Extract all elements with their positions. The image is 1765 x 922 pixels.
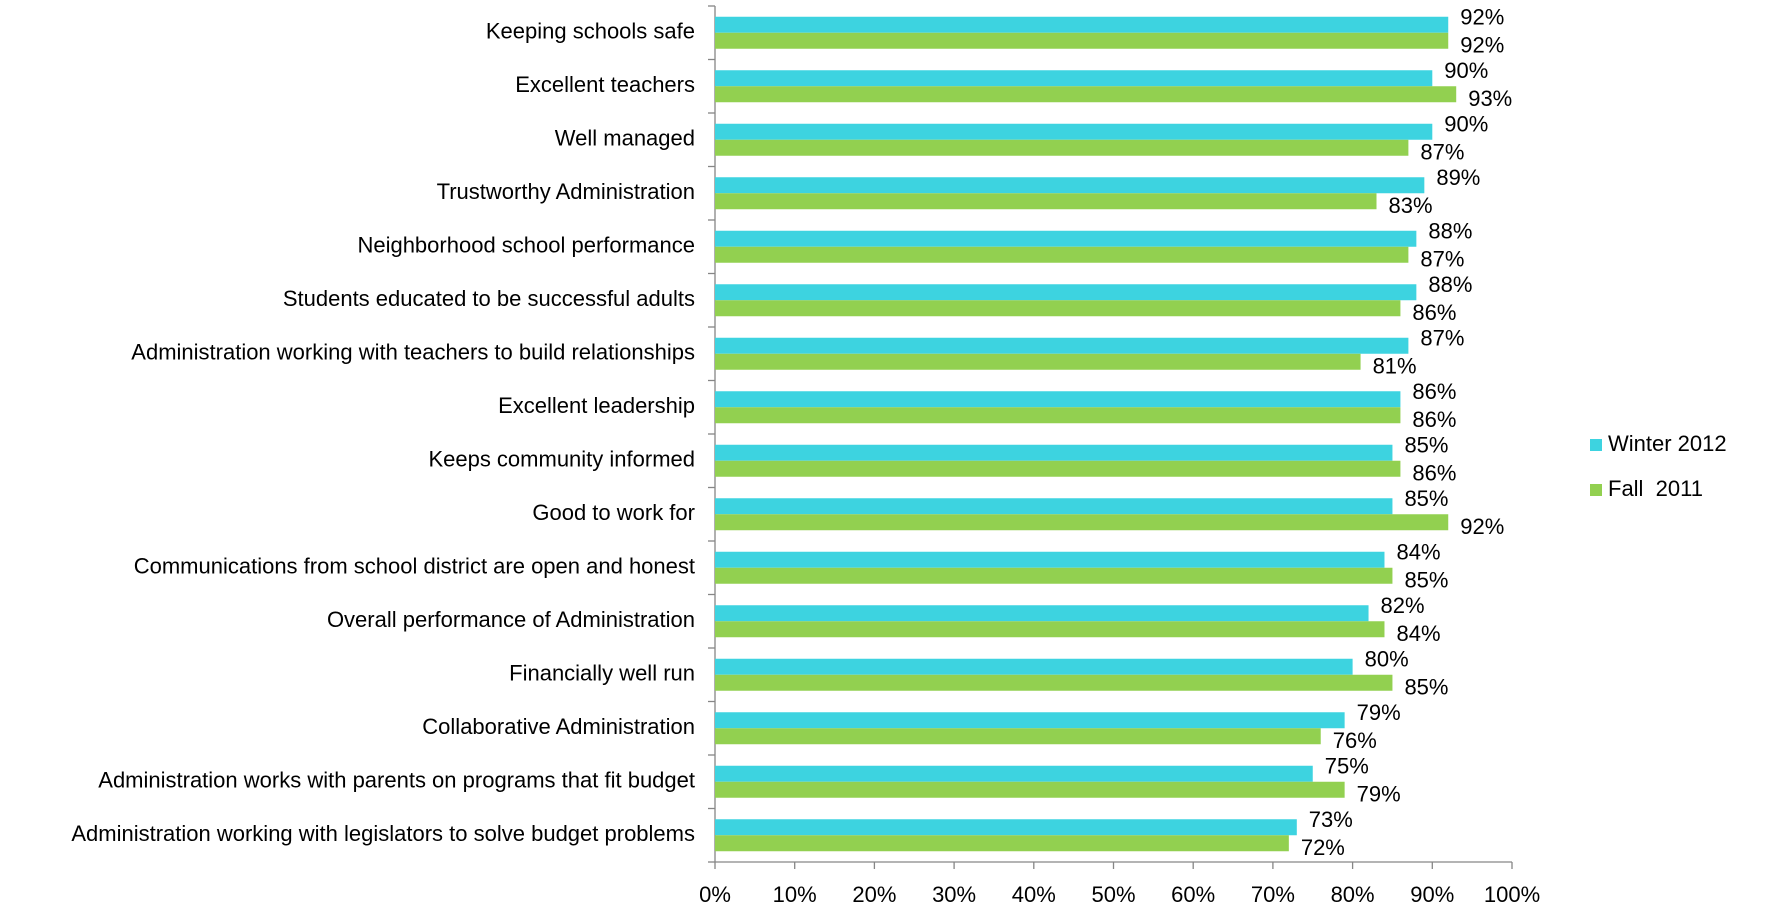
bar bbox=[715, 444, 1393, 461]
bar bbox=[715, 551, 1385, 568]
y-tick-label: Administration works with parents on pro… bbox=[98, 768, 695, 793]
bar bbox=[715, 16, 1449, 33]
bar bbox=[715, 193, 1377, 210]
x-tick-label: 80% bbox=[1331, 882, 1375, 907]
value-label: 86% bbox=[1412, 461, 1456, 486]
y-tick-label: Good to work for bbox=[532, 500, 695, 525]
y-tick-label: Excellent leadership bbox=[498, 393, 695, 418]
bar bbox=[715, 70, 1433, 87]
value-label: 85% bbox=[1404, 568, 1448, 593]
x-tick-label: 90% bbox=[1410, 882, 1454, 907]
legend-label: Winter 2012 bbox=[1608, 431, 1727, 456]
value-label: 72% bbox=[1301, 835, 1345, 860]
value-label: 80% bbox=[1365, 647, 1409, 672]
x-tick-label: 40% bbox=[1012, 882, 1056, 907]
bar bbox=[715, 460, 1401, 477]
value-label: 85% bbox=[1404, 433, 1448, 458]
y-tick-label: Keeping schools safe bbox=[486, 19, 695, 44]
value-label: 73% bbox=[1309, 807, 1353, 832]
bar bbox=[715, 86, 1457, 103]
value-label: 87% bbox=[1420, 140, 1464, 165]
bar bbox=[715, 498, 1393, 515]
bar bbox=[715, 514, 1449, 531]
value-label: 89% bbox=[1436, 165, 1480, 190]
value-label: 87% bbox=[1420, 247, 1464, 272]
value-label: 85% bbox=[1404, 486, 1448, 511]
value-label: 75% bbox=[1325, 754, 1369, 779]
x-tick-label: 20% bbox=[852, 882, 896, 907]
value-label: 79% bbox=[1357, 700, 1401, 725]
value-label: 86% bbox=[1412, 379, 1456, 404]
bar bbox=[715, 674, 1393, 691]
y-tick-label: Neighborhood school performance bbox=[357, 233, 695, 258]
x-tick-label: 10% bbox=[773, 882, 817, 907]
y-tick-label: Keeps community informed bbox=[428, 447, 695, 472]
value-label: 84% bbox=[1396, 540, 1440, 565]
x-tick-label: 50% bbox=[1091, 882, 1135, 907]
bar bbox=[715, 567, 1393, 584]
bar bbox=[715, 605, 1369, 622]
bar bbox=[715, 728, 1321, 745]
value-label: 82% bbox=[1381, 593, 1425, 618]
value-label: 87% bbox=[1420, 326, 1464, 351]
y-tick-label: Financially well run bbox=[509, 661, 695, 686]
bar bbox=[715, 781, 1345, 798]
bar bbox=[715, 407, 1401, 424]
bar bbox=[715, 353, 1361, 370]
y-tick-label: Well managed bbox=[555, 126, 695, 151]
legend-label: Fall 2011 bbox=[1608, 476, 1703, 501]
bar bbox=[715, 32, 1449, 49]
value-label: 85% bbox=[1404, 675, 1448, 700]
value-label: 90% bbox=[1444, 112, 1488, 137]
value-label: 88% bbox=[1428, 272, 1472, 297]
bar bbox=[715, 123, 1433, 140]
bar bbox=[715, 819, 1297, 836]
y-tick-label: Administration working with teachers to … bbox=[131, 340, 695, 365]
value-label: 92% bbox=[1460, 33, 1504, 58]
y-tick-label: Communications from school district are … bbox=[134, 554, 695, 579]
x-tick-label: 30% bbox=[932, 882, 976, 907]
value-label: 86% bbox=[1412, 407, 1456, 432]
value-label: 88% bbox=[1428, 219, 1472, 244]
bar bbox=[715, 658, 1353, 675]
y-tick-label: Excellent teachers bbox=[515, 72, 695, 97]
value-label: 84% bbox=[1396, 621, 1440, 646]
value-label: 92% bbox=[1460, 5, 1504, 30]
bar bbox=[715, 300, 1401, 317]
bar bbox=[715, 712, 1345, 729]
bar bbox=[715, 246, 1409, 263]
value-label: 92% bbox=[1460, 514, 1504, 539]
x-tick-label: 0% bbox=[699, 882, 731, 907]
bar bbox=[715, 284, 1417, 301]
value-label: 81% bbox=[1373, 354, 1417, 379]
legend-swatch bbox=[1590, 439, 1602, 451]
bar bbox=[715, 621, 1385, 638]
y-tick-label: Trustworthy Administration bbox=[437, 179, 695, 204]
y-tick-label: Collaborative Administration bbox=[422, 714, 695, 739]
legend-swatch bbox=[1590, 484, 1602, 496]
value-label: 93% bbox=[1468, 86, 1512, 111]
y-tick-label: Students educated to be successful adult… bbox=[283, 286, 695, 311]
value-label: 79% bbox=[1357, 782, 1401, 807]
value-label: 86% bbox=[1412, 300, 1456, 325]
bar bbox=[715, 391, 1401, 408]
bar bbox=[715, 835, 1289, 852]
value-label: 90% bbox=[1444, 58, 1488, 83]
bar bbox=[715, 139, 1409, 156]
y-tick-label: Overall performance of Administration bbox=[327, 607, 695, 632]
value-label: 83% bbox=[1389, 193, 1433, 218]
x-tick-label: 100% bbox=[1484, 882, 1540, 907]
x-tick-label: 60% bbox=[1171, 882, 1215, 907]
y-tick-label: Administration working with legislators … bbox=[71, 821, 695, 846]
bar bbox=[715, 177, 1425, 194]
bar bbox=[715, 230, 1417, 247]
x-tick-label: 70% bbox=[1251, 882, 1295, 907]
bar bbox=[715, 765, 1313, 782]
value-label: 76% bbox=[1333, 728, 1377, 753]
bar bbox=[715, 337, 1409, 354]
